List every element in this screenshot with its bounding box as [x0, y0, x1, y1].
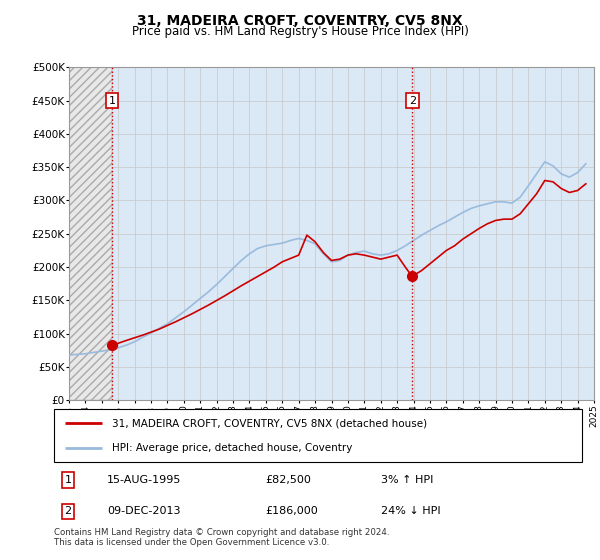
Text: 09-DEC-2013: 09-DEC-2013: [107, 506, 181, 516]
Text: 31, MADEIRA CROFT, COVENTRY, CV5 8NX: 31, MADEIRA CROFT, COVENTRY, CV5 8NX: [137, 14, 463, 28]
Text: £82,500: £82,500: [265, 475, 311, 485]
Text: 15-AUG-1995: 15-AUG-1995: [107, 475, 181, 485]
Text: 1: 1: [109, 96, 115, 105]
Text: 3% ↑ HPI: 3% ↑ HPI: [382, 475, 434, 485]
Text: 1: 1: [65, 475, 71, 485]
Text: £186,000: £186,000: [265, 506, 318, 516]
Text: 2: 2: [409, 96, 416, 105]
Text: Contains HM Land Registry data © Crown copyright and database right 2024.
This d: Contains HM Land Registry data © Crown c…: [54, 528, 389, 547]
Text: 2: 2: [65, 506, 71, 516]
Bar: [69, 67, 112, 400]
Text: 24% ↓ HPI: 24% ↓ HPI: [382, 506, 441, 516]
Text: HPI: Average price, detached house, Coventry: HPI: Average price, detached house, Cove…: [112, 442, 352, 452]
FancyBboxPatch shape: [54, 409, 582, 462]
Text: Price paid vs. HM Land Registry's House Price Index (HPI): Price paid vs. HM Land Registry's House …: [131, 25, 469, 38]
Text: 31, MADEIRA CROFT, COVENTRY, CV5 8NX (detached house): 31, MADEIRA CROFT, COVENTRY, CV5 8NX (de…: [112, 418, 427, 428]
